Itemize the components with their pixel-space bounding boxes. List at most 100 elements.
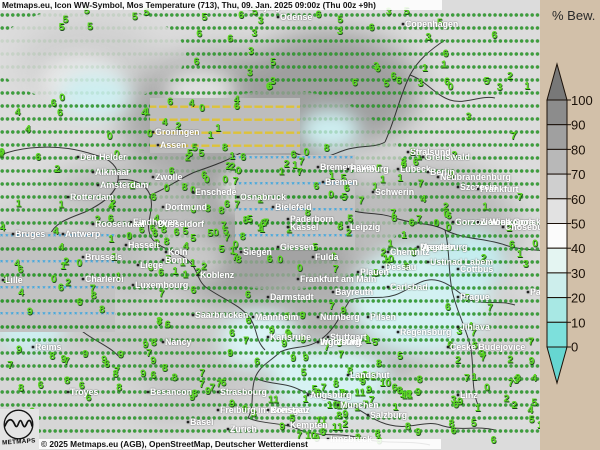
svg-text:Darmstadt: Darmstadt: [270, 292, 314, 302]
svg-text:5: 5: [219, 243, 225, 255]
svg-text:0: 0: [107, 130, 113, 142]
svg-text:0: 0: [51, 273, 57, 285]
svg-text:9: 9: [150, 355, 156, 367]
svg-text:8: 8: [151, 337, 157, 349]
svg-text:Nancy: Nancy: [165, 337, 192, 347]
svg-text:30: 30: [571, 266, 585, 281]
svg-text:0: 0: [443, 208, 449, 220]
svg-text:7: 7: [243, 335, 249, 347]
svg-text:8: 8: [374, 427, 380, 439]
svg-text:60: 60: [571, 192, 585, 207]
svg-text:9: 9: [299, 310, 305, 322]
svg-text:2: 2: [229, 161, 235, 173]
svg-text:8: 8: [337, 221, 343, 233]
svg-text:6: 6: [254, 356, 260, 368]
svg-text:7: 7: [64, 355, 70, 367]
svg-text:Mannheim: Mannheim: [255, 312, 299, 322]
svg-text:7: 7: [199, 378, 205, 390]
svg-text:Enschede: Enschede: [195, 187, 237, 197]
svg-text:0: 0: [147, 128, 153, 140]
svg-text:10: 10: [400, 388, 412, 400]
svg-text:6: 6: [196, 27, 202, 39]
svg-text:6: 6: [193, 56, 199, 68]
svg-text:6: 6: [409, 216, 415, 228]
svg-text:5: 5: [222, 224, 228, 236]
svg-text:1: 1: [524, 80, 530, 92]
svg-text:2: 2: [511, 399, 517, 411]
svg-text:6: 6: [77, 296, 83, 308]
svg-text:0: 0: [213, 226, 219, 238]
svg-text:Siegen: Siegen: [243, 247, 272, 257]
svg-text:1: 1: [229, 150, 235, 162]
svg-text:8: 8: [243, 214, 249, 226]
svg-text:5: 5: [201, 11, 207, 23]
svg-text:8: 8: [333, 378, 339, 390]
svg-text:1: 1: [108, 233, 114, 245]
svg-text:5: 5: [62, 14, 68, 26]
svg-text:5: 5: [471, 417, 477, 429]
svg-text:8: 8: [376, 357, 382, 369]
svg-text:Koln: Koln: [168, 247, 188, 257]
svg-text:8: 8: [64, 374, 70, 386]
svg-text:Alkmaar: Alkmaar: [95, 167, 130, 177]
svg-text:Liege: Liege: [140, 260, 163, 270]
svg-text:Prague: Prague: [460, 292, 490, 302]
svg-text:80: 80: [571, 142, 585, 157]
svg-text:2: 2: [507, 70, 513, 82]
svg-text:Odense: Odense: [280, 12, 312, 22]
svg-text:6: 6: [290, 148, 296, 160]
svg-text:5: 5: [337, 13, 343, 25]
svg-text:Landshut: Landshut: [350, 370, 390, 380]
svg-text:4: 4: [15, 106, 21, 118]
svg-text:Chosebuz: Chosebuz: [505, 222, 540, 232]
svg-text:Plauen: Plauen: [360, 267, 389, 277]
svg-text:5: 5: [301, 366, 307, 378]
svg-text:9: 9: [366, 383, 372, 395]
svg-text:6: 6: [396, 75, 402, 87]
svg-text:10: 10: [571, 315, 585, 330]
svg-text:4: 4: [141, 107, 147, 119]
svg-text:9: 9: [227, 347, 233, 359]
svg-text:8: 8: [181, 181, 187, 193]
svg-text:8: 8: [99, 303, 105, 315]
svg-text:6: 6: [313, 180, 319, 192]
svg-text:1: 1: [172, 265, 178, 277]
svg-text:9: 9: [118, 348, 124, 360]
svg-text:Dessau: Dessau: [385, 262, 416, 272]
svg-text:8: 8: [162, 362, 168, 374]
svg-text:90: 90: [571, 118, 585, 133]
svg-text:Pilsen: Pilsen: [370, 312, 396, 322]
svg-text:Troyes: Troyes: [70, 387, 98, 397]
svg-text:6: 6: [444, 76, 450, 88]
svg-text:4: 4: [0, 221, 6, 233]
svg-text:9: 9: [82, 348, 88, 360]
svg-text:Bremen: Bremen: [325, 177, 358, 187]
svg-text:6: 6: [369, 21, 375, 33]
svg-text:2: 2: [65, 277, 71, 289]
svg-text:9: 9: [27, 306, 33, 318]
svg-text:4: 4: [18, 286, 24, 298]
svg-text:6: 6: [150, 369, 156, 381]
svg-text:4: 4: [189, 97, 195, 109]
svg-text:7: 7: [528, 336, 534, 348]
svg-text:6: 6: [58, 282, 64, 294]
svg-text:5: 5: [87, 21, 93, 33]
svg-text:6: 6: [51, 97, 57, 109]
svg-text:6: 6: [240, 151, 246, 163]
svg-text:Zurich: Zurich: [230, 424, 257, 434]
svg-text:0: 0: [76, 257, 82, 269]
svg-text:Kassel: Kassel: [290, 222, 318, 232]
svg-text:8: 8: [336, 410, 342, 422]
svg-text:Berlin: Berlin: [430, 167, 455, 177]
svg-text:3: 3: [337, 25, 343, 37]
svg-text:6: 6: [227, 33, 233, 45]
svg-text:6: 6: [267, 80, 273, 92]
svg-text:5: 5: [397, 350, 403, 362]
svg-text:Wurzburg: Wurzburg: [320, 337, 361, 347]
svg-text:1: 1: [190, 257, 196, 269]
svg-text:4: 4: [53, 225, 59, 237]
svg-text:0: 0: [484, 381, 490, 393]
svg-text:5: 5: [531, 397, 537, 409]
svg-text:2: 2: [284, 158, 290, 170]
svg-text:9: 9: [16, 344, 22, 356]
